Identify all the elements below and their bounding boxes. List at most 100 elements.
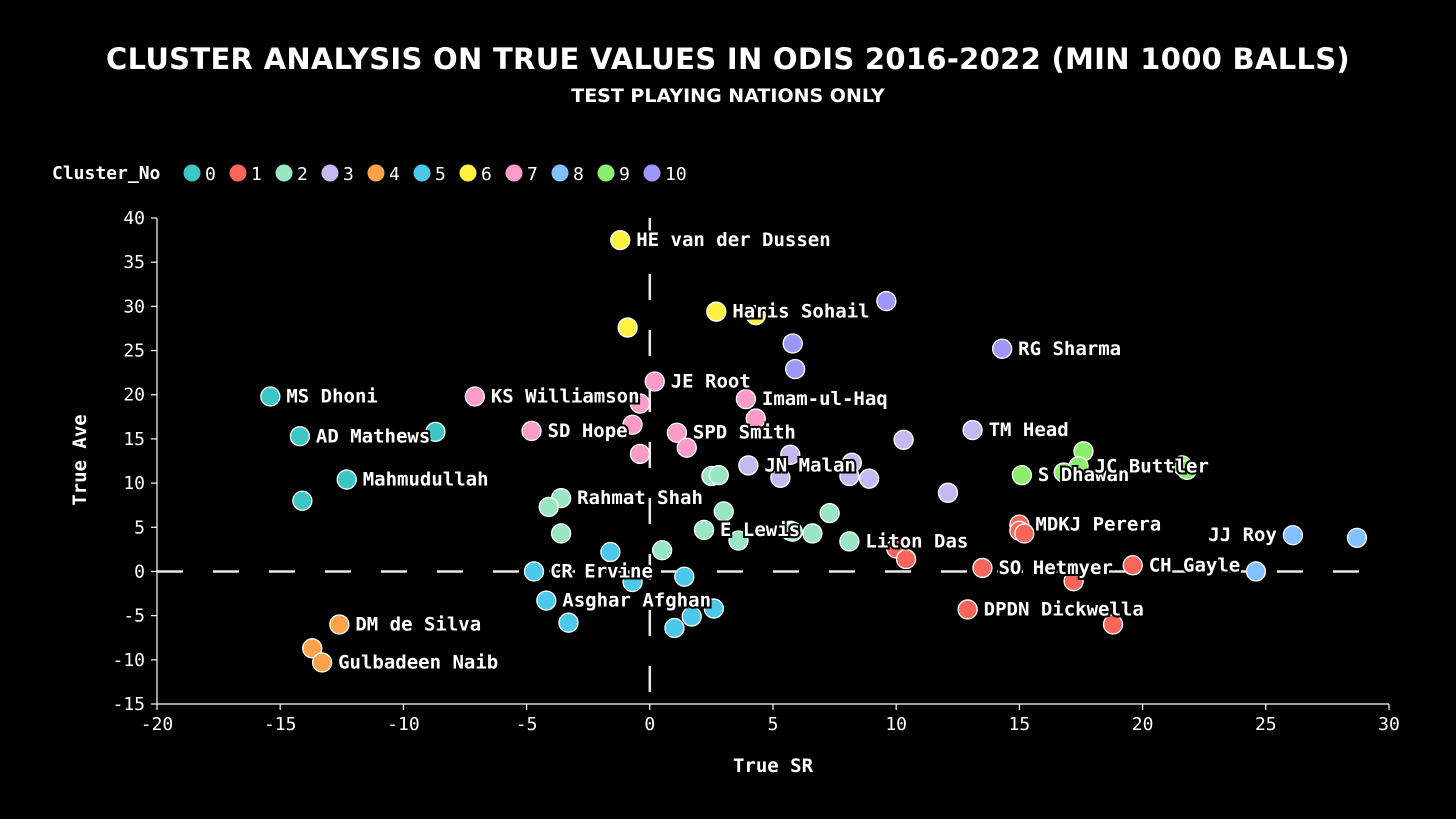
x-tick-label: 5 bbox=[768, 714, 779, 735]
y-tick-label: -10 bbox=[112, 650, 145, 671]
y-tick-label: 10 bbox=[123, 473, 145, 494]
legend-marker bbox=[320, 163, 340, 183]
y-tick-label: -15 bbox=[112, 694, 145, 715]
data-point bbox=[651, 540, 673, 561]
axes: -20 -15 -10 -5 0 5 10 15 20 25 30-15-10-5051015202… bbox=[112, 208, 1399, 735]
point-label: SPD Smith bbox=[693, 422, 796, 444]
point-label: SO Hetmyer bbox=[998, 557, 1112, 579]
data-point bbox=[1122, 555, 1143, 576]
x-axis-label: True SR bbox=[733, 755, 814, 777]
legend-marker bbox=[366, 163, 386, 183]
data-point bbox=[713, 501, 734, 522]
data-point bbox=[1102, 614, 1124, 635]
point-label: AD Mathews bbox=[316, 425, 430, 447]
point-label: S Dhawan bbox=[1038, 464, 1130, 486]
point-label: Haris Sohail bbox=[732, 301, 869, 323]
x-tick-label: -5 bbox=[516, 714, 538, 735]
data-point bbox=[693, 519, 715, 541]
data-point bbox=[676, 437, 697, 458]
data-point bbox=[972, 557, 993, 579]
y-tick-label: 0 bbox=[134, 561, 145, 582]
y-tick-label: 35 bbox=[123, 252, 145, 273]
point-label: Liton Das bbox=[865, 530, 968, 552]
data-point bbox=[895, 548, 917, 570]
data-point bbox=[610, 229, 631, 251]
data-point bbox=[302, 638, 323, 659]
data-point bbox=[703, 598, 725, 619]
data-point bbox=[876, 290, 897, 312]
legend-label: 4 bbox=[389, 164, 400, 185]
point-label: Imam-ul-Haq bbox=[762, 388, 888, 410]
point-label: JJ Roy bbox=[1208, 524, 1277, 546]
legend-label: 10 bbox=[665, 164, 687, 185]
y-axis-label: True Ave bbox=[69, 414, 91, 506]
point-label: SD Hope bbox=[548, 420, 628, 442]
legend-marker bbox=[550, 163, 570, 183]
data-point bbox=[839, 531, 860, 552]
data-point bbox=[329, 614, 350, 635]
point-label: MDKJ Perera bbox=[1035, 514, 1161, 536]
data-point bbox=[311, 652, 333, 673]
data-point bbox=[464, 386, 486, 407]
point-label: DM de Silva bbox=[355, 613, 481, 635]
legend-label: 3 bbox=[343, 164, 354, 185]
data-point bbox=[681, 606, 702, 627]
point-label: Gulbadeen Naib bbox=[338, 651, 498, 673]
data-point bbox=[1014, 523, 1035, 544]
y-tick-label: 20 bbox=[123, 385, 145, 406]
data-point bbox=[550, 523, 572, 544]
y-tick-label: 30 bbox=[123, 296, 145, 317]
point-label: JE Root bbox=[671, 370, 751, 392]
legend: Cluster_No 0 1 2 3 4 5 6 7 8 9 10 bbox=[52, 163, 687, 185]
data-point bbox=[1063, 571, 1084, 592]
data-point bbox=[666, 422, 688, 443]
chart-title: CLUSTER ANALYSIS ON TRUE VALUES IN ODIS … bbox=[106, 42, 1350, 76]
chart-subtitle: TEST PLAYING NATIONS ONLY bbox=[571, 85, 885, 107]
point-label: JC Buttler bbox=[1095, 455, 1209, 477]
point-label: Rahmat Shah bbox=[577, 487, 703, 509]
legend-marker bbox=[596, 163, 616, 183]
data-point bbox=[521, 420, 542, 442]
data-point bbox=[992, 338, 1013, 359]
data-point bbox=[1346, 527, 1368, 549]
data-point bbox=[1176, 459, 1198, 480]
data-point bbox=[1282, 525, 1304, 546]
y-tick-label: 25 bbox=[123, 341, 145, 362]
y-tick-label: -5 bbox=[123, 606, 145, 627]
data-point bbox=[336, 469, 357, 490]
data-point bbox=[745, 305, 766, 326]
data-point bbox=[622, 571, 643, 593]
legend-label: 6 bbox=[481, 164, 492, 185]
data-point bbox=[1011, 464, 1033, 486]
data-point bbox=[674, 566, 695, 587]
point-label: Asghar Afghan bbox=[562, 590, 711, 612]
point-label: RG Sharma bbox=[1018, 338, 1121, 360]
y-tick-label: 40 bbox=[123, 208, 145, 229]
legend-marker bbox=[228, 163, 248, 183]
x-tick-label: 30 bbox=[1378, 714, 1400, 735]
legend-marker bbox=[504, 163, 524, 183]
data-point bbox=[738, 455, 759, 476]
x-tick-label: 0 bbox=[644, 714, 655, 735]
data-point bbox=[1245, 561, 1267, 582]
reference-lines bbox=[157, 218, 1389, 704]
data-point bbox=[536, 590, 557, 611]
data-point bbox=[802, 523, 823, 544]
data-point bbox=[629, 393, 651, 414]
data-point bbox=[745, 408, 766, 429]
legend-marker bbox=[458, 163, 478, 183]
legend-label: 9 bbox=[619, 164, 630, 185]
data-point bbox=[893, 429, 914, 450]
data-point bbox=[819, 502, 840, 524]
point-label: HE van der Dussen bbox=[636, 229, 830, 251]
point-label: KS Williamson bbox=[491, 385, 640, 407]
data-point bbox=[260, 386, 281, 407]
data-point bbox=[600, 541, 621, 563]
data-point bbox=[706, 301, 727, 322]
x-tick-label: -15 bbox=[264, 714, 297, 735]
data-point bbox=[782, 521, 803, 542]
data-point bbox=[617, 317, 638, 338]
legend-label: 2 bbox=[297, 164, 308, 185]
x-tick-label: 20 bbox=[1132, 714, 1154, 735]
